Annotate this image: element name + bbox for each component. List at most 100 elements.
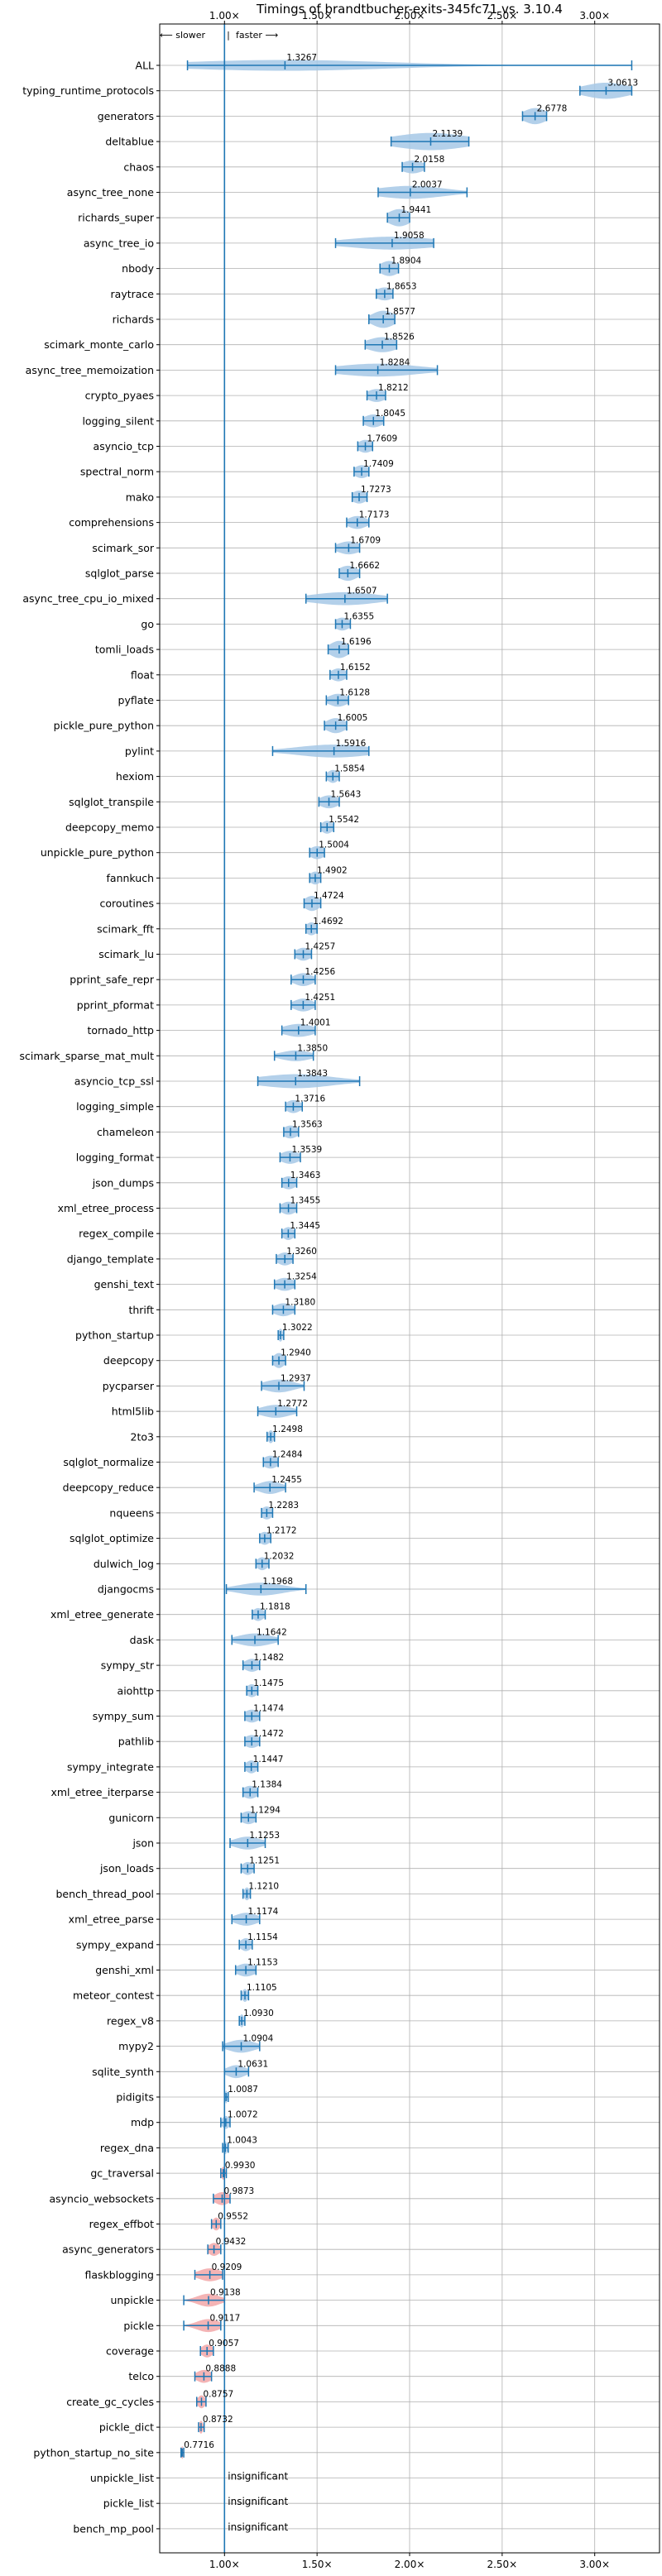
benchmark-label: unpickle (110, 2294, 154, 2306)
slower-direction-label: ⟵ slower (160, 30, 206, 41)
benchmark-label: genshi_text (94, 1278, 154, 1290)
value-label: 0.9552 (218, 2212, 248, 2222)
value-label: 1.1384 (252, 1780, 282, 1790)
value-label: 1.6355 (343, 611, 374, 621)
value-label: 1.1210 (248, 1881, 279, 1891)
benchmark-label: djangocms (98, 1583, 154, 1596)
benchmark-label: pickle_list (103, 2497, 154, 2510)
value-label: 1.3539 (291, 1145, 322, 1155)
benchmark-label: bench_mp_pool (73, 2522, 154, 2535)
value-label: 1.6005 (338, 713, 368, 723)
benchmark-label: flaskblogging (84, 2268, 154, 2281)
value-label: 1.8045 (375, 409, 405, 419)
benchmark-label: sympy_str (101, 1659, 155, 1672)
value-label: 0.8732 (203, 2415, 233, 2425)
benchmark-label: pathlib (118, 1736, 154, 1748)
value-label: 1.3455 (290, 1196, 321, 1206)
benchmark-label: mako (126, 491, 154, 503)
benchmark-label: telco (128, 2370, 154, 2382)
benchmark-label: meteor_contest (73, 1989, 154, 2002)
value-label: 1.1447 (253, 1755, 284, 1764)
value-label: 1.1105 (247, 1983, 277, 1993)
value-label: 1.3850 (297, 1043, 328, 1053)
value-label: 1.3260 (286, 1247, 317, 1257)
benchmark-label: fannkuch (107, 872, 154, 884)
value-label: 1.6196 (341, 637, 372, 647)
benchmark-label: regex_compile (79, 1228, 154, 1240)
benchmark-label: thrift (128, 1304, 154, 1316)
value-label: 1.8284 (380, 357, 410, 367)
value-label: 1.7173 (359, 510, 390, 520)
benchmark-label: asyncio_tcp_ssl (74, 1075, 154, 1088)
benchmark-label: json (132, 1837, 154, 1850)
value-label: 1.2498 (272, 1424, 303, 1434)
value-label: 1.2940 (281, 1348, 311, 1358)
benchmark-label: sqlglot_transpile (69, 796, 154, 808)
benchmark-label: gc_traversal (90, 2167, 154, 2180)
value-label: 1.9441 (401, 205, 431, 215)
benchmark-label: xml_etree_parse (69, 1913, 155, 1926)
value-label: 2.0037 (412, 180, 443, 190)
value-label: 1.3463 (290, 1171, 321, 1180)
plot-frame (159, 23, 660, 2554)
value-label: 1.4251 (305, 993, 335, 1003)
value-label: 1.1482 (253, 1653, 284, 1663)
x-tick-label-top: 1.00× (209, 10, 240, 22)
value-label: 1.0930 (243, 2009, 274, 2018)
value-label: 1.1968 (262, 1577, 293, 1587)
benchmark-label: regex_effbot (89, 2218, 154, 2230)
benchmark-label: ALL (136, 60, 155, 72)
value-label: 1.1174 (248, 1907, 279, 1917)
benchmark-label: float (131, 668, 154, 681)
benchmark-label: scimark_fft (97, 922, 154, 935)
value-label: 1.1294 (250, 1805, 281, 1815)
value-label: 1.1251 (249, 1856, 280, 1866)
value-label: 0.9930 (225, 2161, 256, 2171)
value-label: 1.8904 (391, 256, 421, 266)
benchmark-label: bench_thread_pool (55, 1888, 154, 1900)
benchmark-label: sympy_integrate (67, 1760, 154, 1773)
x-axis-top: 1.00× 1.50× 2.00× 2.50× 3.00× (209, 10, 610, 24)
benchmark-label: richards_super (78, 212, 155, 224)
value-label: 1.1154 (247, 1932, 278, 1942)
value-label: 1.8653 (386, 281, 417, 291)
value-label: 1.3254 (286, 1272, 317, 1282)
value-label: 1.8577 (385, 307, 415, 317)
value-label: 1.2937 (281, 1373, 311, 1383)
value-label: 0.8888 (205, 2364, 236, 2374)
benchmark-label: async_tree_memoization (26, 364, 154, 376)
value-label: 1.4257 (305, 942, 336, 952)
value-label: 1.5004 (319, 840, 349, 850)
direction-legend: ⟵ slower | faster ⟶ (160, 30, 278, 41)
benchmark-label: go (141, 618, 154, 630)
x-tick-label-bottom: 2.50× (487, 2559, 517, 2570)
benchmark-label: sqlglot_parse (85, 567, 154, 580)
x-tick-label-bottom: 3.00× (579, 2559, 610, 2570)
value-label: 1.1818 (260, 1602, 290, 1612)
value-labels: 1.3267 3.0613 2.6778 2.1139 2.0158 2.0037 1.94… (184, 53, 638, 2533)
benchmark-label: async_tree_io (84, 237, 154, 249)
benchmark-label: logging_format (76, 1152, 154, 1164)
value-label: 1.8526 (384, 333, 415, 342)
benchmark-label: sympy_expand (76, 1938, 154, 1951)
direction-separator: | (227, 30, 230, 41)
benchmark-label: coroutines (100, 898, 154, 910)
benchmark-label: pylint (125, 745, 154, 757)
value-label: 1.3843 (297, 1069, 328, 1079)
benchmark-label: create_gc_cycles (66, 2396, 154, 2408)
benchmark-label: dulwich_log (94, 1558, 154, 1570)
benchmark-label: xml_etree_iterparse (50, 1786, 154, 1798)
value-label: 1.2772 (277, 1399, 308, 1409)
chart-title: Timings of brandtbucher-exits-345fc71 vs… (256, 2, 563, 17)
value-label: 2.1139 (432, 129, 463, 139)
value-label: 1.1474 (253, 1704, 284, 1714)
benchmark-label: pickle_pure_python (54, 720, 154, 732)
value-label: 1.4902 (317, 865, 348, 875)
benchmark-label: python_startup (75, 1329, 154, 1342)
value-label: 1.7409 (363, 459, 394, 469)
benchmark-label: json_dumps (92, 1176, 154, 1189)
benchmark-label: generators (98, 110, 154, 122)
benchmark-label: crypto_pyaes (85, 390, 154, 402)
benchmark-label: typing_runtime_protocols (22, 84, 154, 97)
